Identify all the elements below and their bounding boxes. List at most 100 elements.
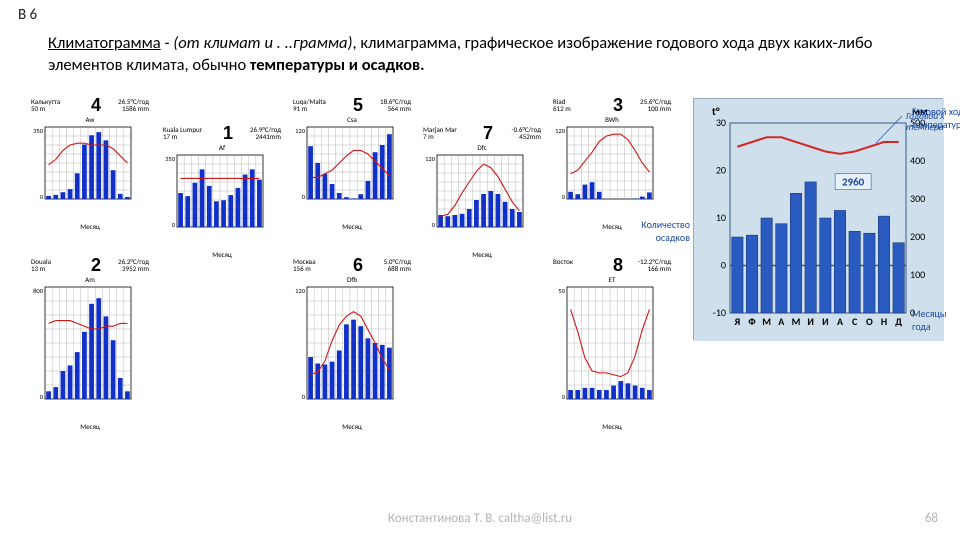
- mini-number: 7: [483, 124, 493, 142]
- mini-number: 4: [91, 96, 101, 114]
- mini-meta: -12.2°C/год 166 mm: [627, 258, 671, 272]
- etymology: (от климат и . ..грамма): [173, 33, 352, 53]
- mini-header: Douala 13 m 2 26.2°C/год 3952 mm: [31, 258, 149, 274]
- mini-chart-c3: Riad 612 m325.6°C/год 100 mmBWh1200Месяц: [553, 98, 671, 231]
- mini-header: Москва 156 m 6 5.0°C/год 688 mm: [293, 258, 411, 274]
- svg-text:Д: Д: [895, 315, 902, 328]
- mini-location: Kuala Lumpur 17 m: [163, 126, 219, 140]
- mini-xlabel: Месяц: [293, 222, 411, 231]
- mini-chart-c2: Douala 13 m 2 26.2°C/год 3952 mm Am 800 0 Меся…: [31, 258, 149, 431]
- svg-text:Я: Я: [733, 315, 740, 328]
- svg-text:М: М: [762, 315, 771, 328]
- mini-subheader: Am: [31, 275, 149, 284]
- mini-number: 2: [91, 256, 101, 274]
- svg-text:120: 120: [295, 127, 306, 135]
- mini-chart-c6: Москва 156 m 6 5.0°C/год 688 mm Dfb 120 0 Меся…: [293, 258, 411, 431]
- mini-header: Riad 612 m 3 25.6°C/год 100 mm: [553, 98, 671, 114]
- mini-xlabel: Месяц: [31, 422, 149, 431]
- mini-xlabel: Месяц: [31, 222, 149, 231]
- mini-xlabel: Месяц: [293, 422, 411, 431]
- mini-subheader: Dfb: [293, 275, 411, 284]
- svg-text:0: 0: [562, 193, 566, 201]
- mini-location: Riad 612 m: [553, 98, 609, 112]
- mini-header: Восток 8 -12.2°C/год 166 mm: [553, 258, 671, 274]
- svg-text:С: С: [852, 315, 858, 328]
- mini-header: Marjan Mar 7 m 7 -0.6°C/год 452mm: [423, 126, 541, 142]
- mini-number: 5: [353, 96, 363, 114]
- mini-meta: 25.6°C/год 100 mm: [627, 98, 671, 112]
- mini-location: Marjan Mar 7 m: [423, 126, 479, 140]
- example-climograph-panel: t°мм-10010203001002003004005002960ЯФМАМИ…: [693, 98, 943, 340]
- mini-header: Luqa/Malta 91 m 5 18.6°C/год 564 mm: [293, 98, 411, 114]
- svg-text:0: 0: [40, 193, 44, 201]
- svg-text:И: И: [822, 315, 829, 328]
- svg-text:200: 200: [910, 230, 925, 243]
- svg-text:0: 0: [40, 393, 44, 401]
- mini-chart-c4: Калькутта 50 m 4 26.5°C/год 1586 mm Aw 350 0 М…: [31, 98, 149, 231]
- svg-text:М: М: [792, 315, 801, 328]
- mini-subheader: Dfc: [423, 143, 541, 152]
- mini-number: 3: [613, 96, 623, 114]
- svg-text:20: 20: [716, 164, 726, 177]
- svg-text:0: 0: [302, 193, 306, 201]
- mini-subheader: BWh: [553, 115, 671, 124]
- svg-text:400: 400: [910, 154, 925, 167]
- mini-number: 1: [223, 124, 233, 142]
- svg-text:2960: 2960: [842, 176, 865, 189]
- mini-subheader: Csa: [293, 115, 411, 124]
- slide-label-top: В 6: [18, 6, 37, 24]
- svg-text:10: 10: [716, 211, 726, 224]
- example-climograph: t°мм-10010203001002003004005002960ЯФМАМИ…: [693, 98, 943, 388]
- title-bold: температуры и осадков.: [250, 55, 425, 75]
- footer-page: 68: [925, 511, 938, 526]
- svg-text:0: 0: [721, 259, 726, 272]
- mini-chart-c5: Luqa/Malta 91 m 5 18.6°C/год 564 mm Csa 120 0…: [293, 98, 411, 231]
- svg-text:120: 120: [425, 155, 436, 163]
- mini-chart-c7: Marjan Mar 7 m7-0.6°C/год 452mmDfc1200Ме…: [423, 126, 541, 259]
- svg-text:120: 120: [295, 287, 306, 295]
- legend-months: Месяцы года: [912, 307, 947, 333]
- svg-text:0: 0: [302, 393, 306, 401]
- svg-text:50: 50: [558, 287, 565, 295]
- svg-text:Н: Н: [881, 315, 887, 328]
- svg-text:О: О: [866, 315, 873, 328]
- mini-meta: 18.6°C/год 564 mm: [367, 98, 411, 112]
- svg-text:120: 120: [555, 127, 566, 135]
- legend-precip: Количествоосадков: [628, 218, 690, 244]
- legend-temp: Годовой ходтемпературы: [912, 105, 960, 131]
- svg-text:350: 350: [165, 155, 176, 163]
- mini-chart-grid: Калькутта 50 m426.5°C/год 1586 mmAw3500М…: [28, 98, 678, 478]
- svg-text:800: 800: [33, 287, 44, 295]
- mini-meta: 26.2°C/год 3952 mm: [105, 258, 149, 272]
- svg-text:А: А: [778, 315, 785, 328]
- mini-meta: 26.5°C/год 1586 mm: [105, 98, 149, 112]
- svg-text:30: 30: [716, 116, 726, 129]
- mini-meta: 26.9°C/год 2441mm: [237, 126, 281, 140]
- mini-location: Восток: [553, 258, 609, 265]
- mini-chart-c1: Kuala Lumpur 17 m126.9°C/год 2441mmAf350…: [163, 126, 281, 259]
- svg-text:И: И: [807, 315, 814, 328]
- mini-location: Luqa/Malta 91 m: [293, 98, 349, 112]
- svg-text:0: 0: [172, 221, 176, 229]
- svg-text:100: 100: [910, 268, 925, 281]
- title-paragraph: Климатограмма - (от климат и . ..грамма)…: [48, 32, 938, 77]
- mini-xlabel: Месяц: [423, 250, 541, 259]
- footer-author: Константинова Т. В. caltha@list.ru: [0, 511, 960, 526]
- svg-text:-10: -10: [713, 306, 726, 319]
- svg-text:А: А: [837, 315, 844, 328]
- mini-meta: -0.6°C/год 452mm: [497, 126, 541, 140]
- mini-location: Калькутта 50 m: [31, 98, 87, 112]
- mini-header: Калькутта 50 m 4 26.5°C/год 1586 mm: [31, 98, 149, 114]
- mini-location: Москва 156 m: [293, 258, 349, 272]
- mini-subheader: Aw: [31, 115, 149, 124]
- svg-text:350: 350: [33, 127, 44, 135]
- mini-meta: 5.0°C/год 688 mm: [367, 258, 411, 272]
- slide: В 6 Климатограмма - (от климат и . ..гра…: [0, 0, 960, 540]
- mini-subheader: ET: [553, 275, 671, 284]
- mini-header: Kuala Lumpur 17 m 1 26.9°C/год 2441mm: [163, 126, 281, 142]
- mini-location: Douala 13 m: [31, 258, 87, 272]
- svg-text:0: 0: [562, 393, 566, 401]
- mini-number: 6: [353, 256, 363, 274]
- mini-number: 8: [613, 256, 623, 274]
- mini-chart-c8: Восток 8-12.2°C/год 166 mmET500Месяц: [553, 258, 671, 431]
